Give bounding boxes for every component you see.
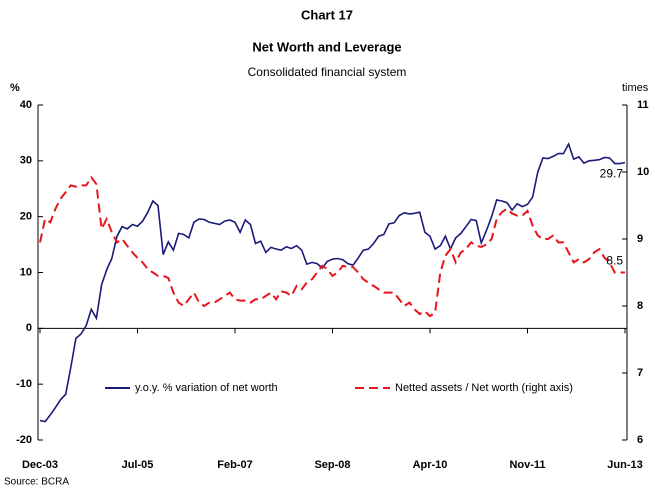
y2-tick-label: 7 [637, 367, 643, 379]
y-tick-label: 30 [20, 155, 32, 167]
chart-title: Chart 17 [301, 7, 353, 22]
x-tick-label: Nov-11 [509, 459, 545, 471]
y2-tick-label: 6 [637, 434, 643, 446]
x-tick-label: Jun-13 [607, 459, 642, 471]
legend-label: y.o.y. % variation of net worth [135, 382, 278, 394]
legend-label: Netted assets / Net worth (right axis) [395, 382, 573, 394]
y-tick-label: 10 [20, 266, 32, 278]
y-tick-label: 20 [20, 211, 32, 223]
chart-subtitle-2: Consolidated financial system [248, 65, 407, 79]
y2-axis-label: times [622, 82, 649, 94]
y2-tick-label: 11 [637, 99, 649, 111]
x-tick-label: Jul-05 [122, 459, 154, 471]
annotation: 8.5 [606, 254, 623, 268]
y-tick-label: 40 [20, 99, 32, 111]
y2-tick-label: 9 [637, 233, 643, 245]
chart-subtitle: Net Worth and Leverage [252, 39, 401, 54]
x-tick-label: Feb-07 [217, 459, 252, 471]
y2-tick-label: 10 [637, 166, 649, 178]
y-tick-label: -10 [16, 378, 32, 390]
y-axis-label: % [10, 82, 20, 94]
series-line [39, 175, 625, 318]
series-line [39, 142, 626, 423]
y-tick-label: -20 [16, 434, 32, 446]
x-tick-label: Apr-10 [413, 459, 448, 471]
annotation: 29.7 [600, 167, 624, 181]
x-tick-label: Sep-08 [314, 459, 350, 471]
y2-tick-label: 8 [637, 300, 643, 312]
x-tick-label: Dec-03 [22, 459, 58, 471]
y-tick-label: 0 [26, 322, 32, 334]
source: Source: BCRA [4, 477, 69, 488]
